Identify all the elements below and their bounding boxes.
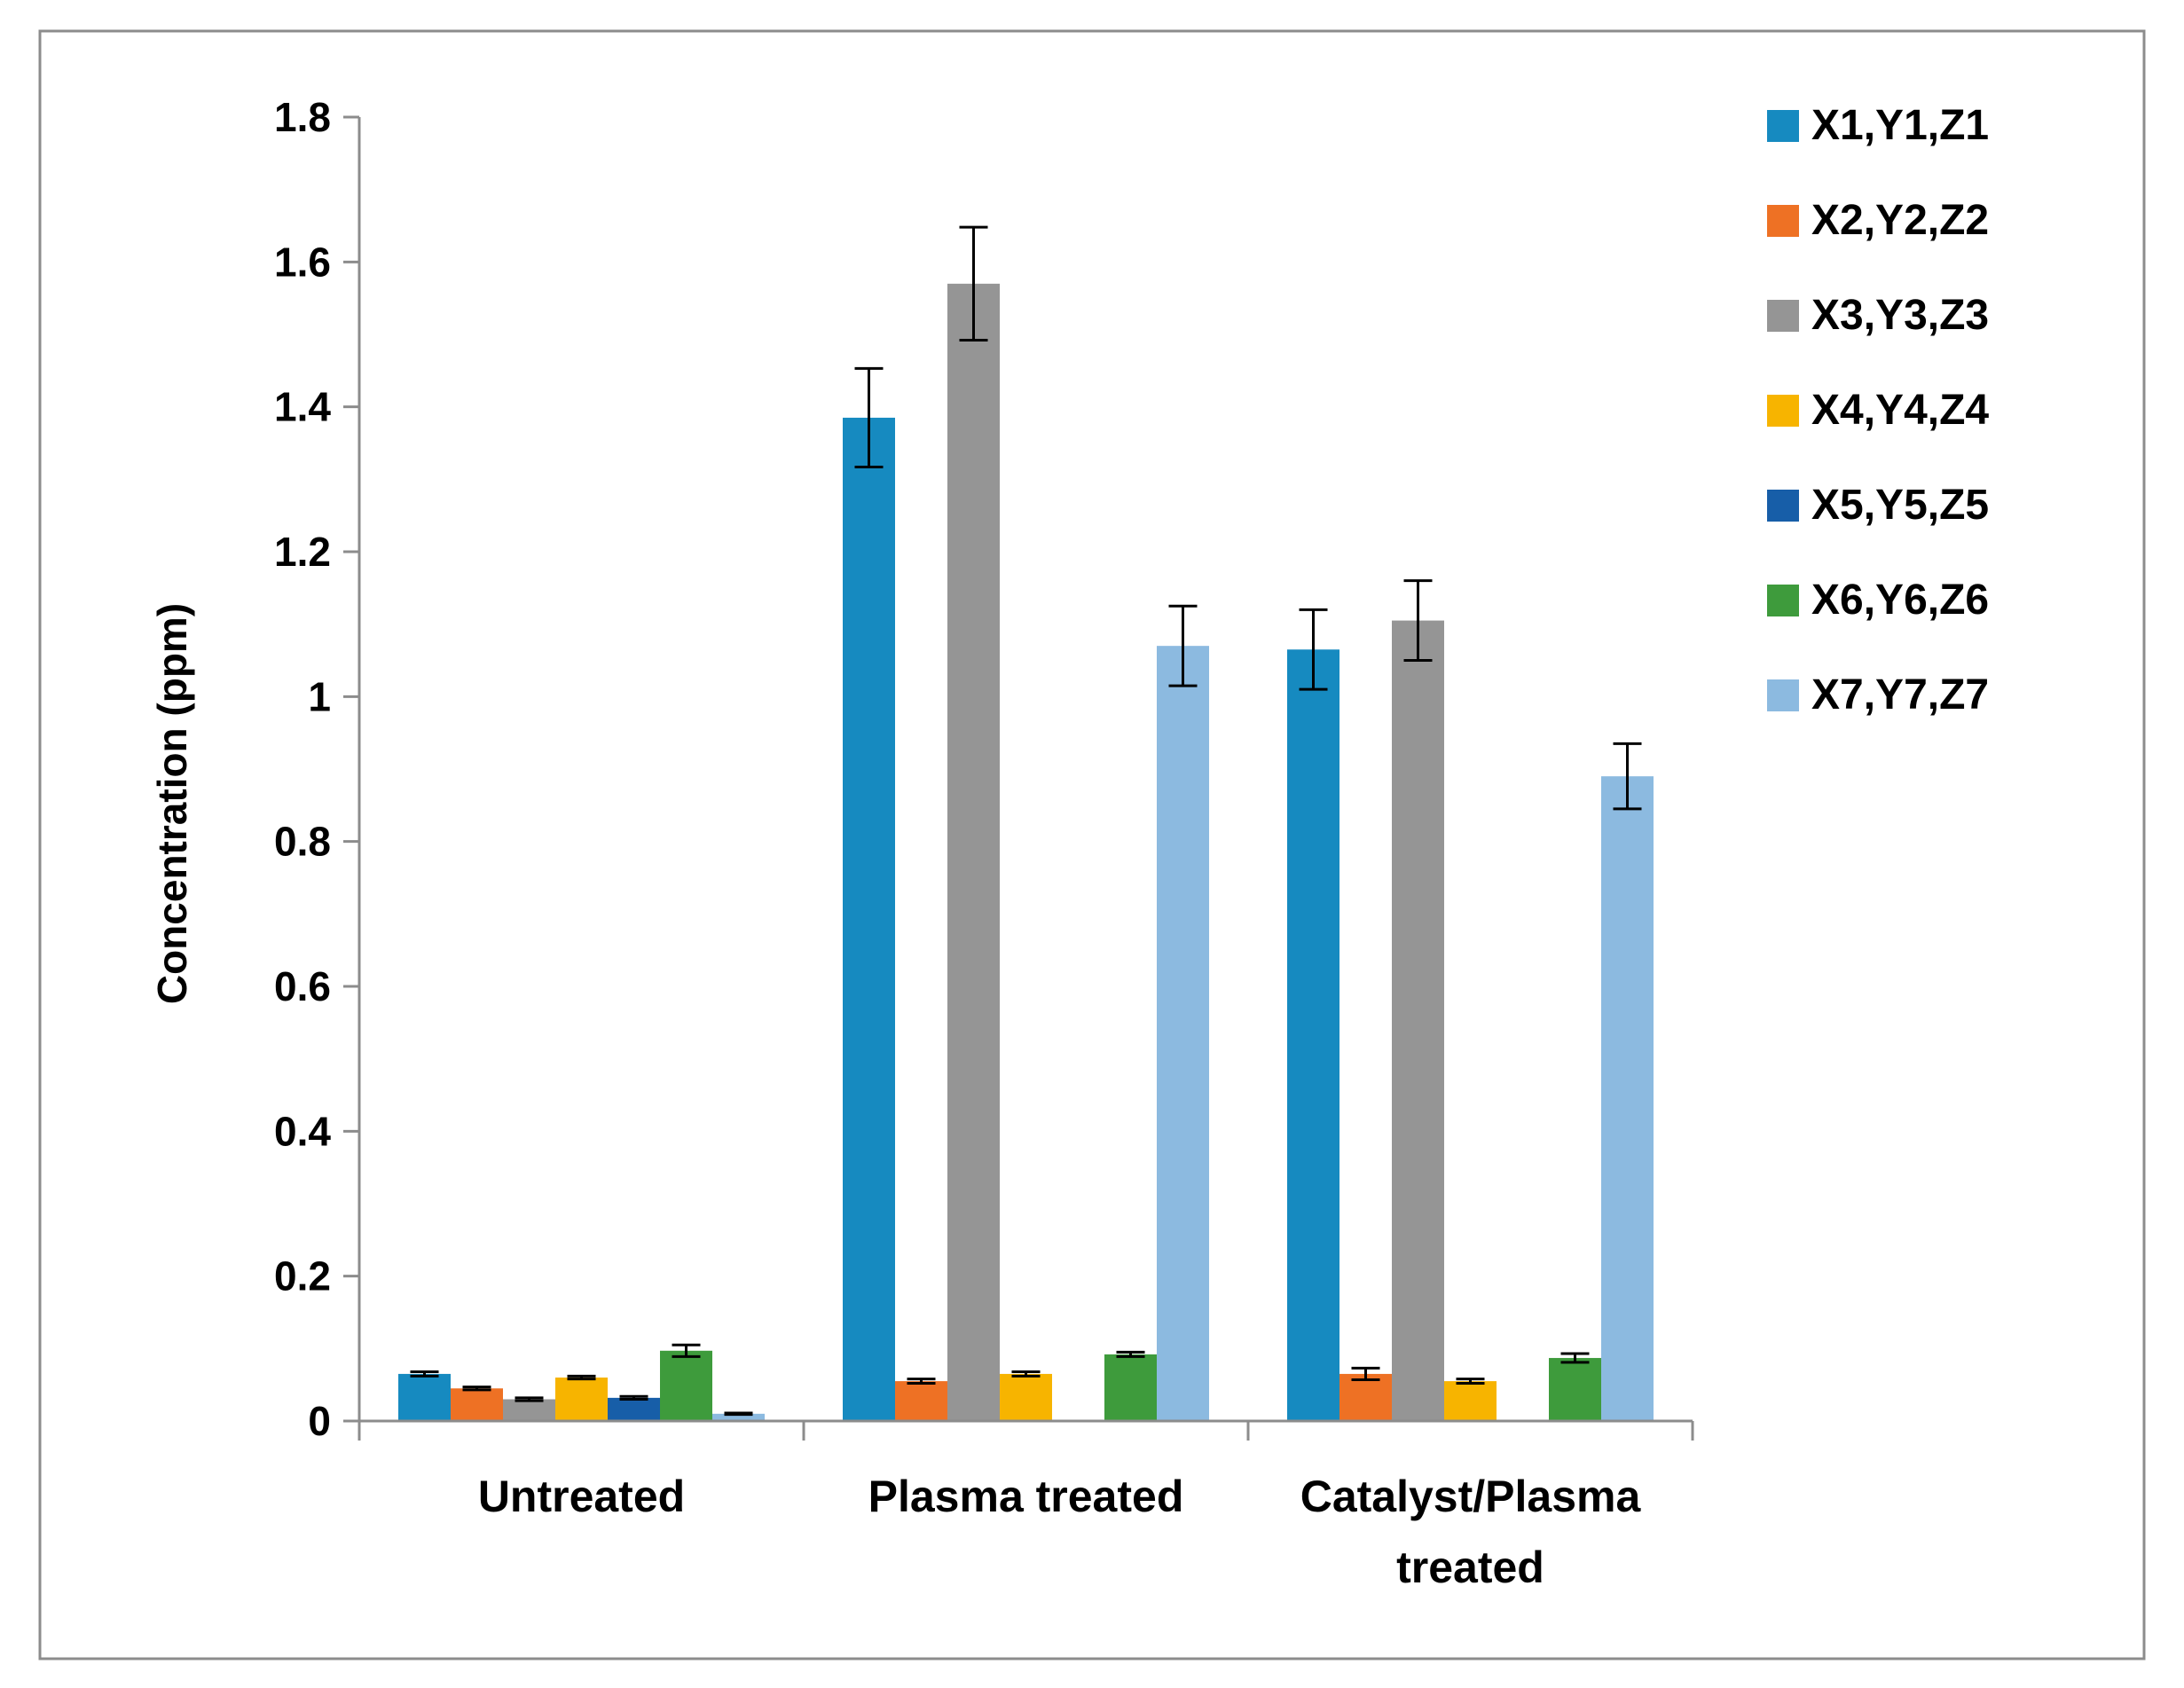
error-bar — [1351, 1366, 1380, 1381]
error-bar — [1116, 1350, 1145, 1358]
error-bar — [724, 1411, 753, 1417]
legend-swatch — [1767, 585, 1799, 616]
error-bar — [1613, 742, 1642, 811]
bar-x6-y6-z6-0 — [660, 1350, 712, 1421]
bars — [398, 283, 1654, 1422]
x-category-label: Untreated — [478, 1472, 685, 1521]
x-category-label: treated — [1396, 1543, 1544, 1592]
legend-swatch — [1767, 679, 1799, 711]
legend-item: X3,Y3,Z3 — [1767, 292, 1989, 339]
bar-x2-y2-z2-0 — [451, 1388, 503, 1421]
x-category-label: Plasma treated — [868, 1472, 1184, 1521]
bar-x3-y3-z3-1 — [947, 283, 1000, 1421]
error-bar — [619, 1394, 648, 1401]
legend-label: X2,Y2,Z2 — [1811, 197, 1989, 244]
bar-x3-y3-z3-0 — [503, 1399, 555, 1421]
error-bar — [854, 366, 884, 468]
error-bar — [1456, 1378, 1485, 1386]
y-tick-label: 0.4 — [274, 1108, 331, 1154]
error-bar — [462, 1386, 491, 1392]
bar-x6-y6-z6-1 — [1104, 1354, 1157, 1421]
bar-x2-y2-z2-1 — [895, 1381, 947, 1421]
legend-item: X6,Y6,Z6 — [1767, 577, 1989, 624]
error-bars — [410, 225, 1642, 1417]
bar-x4-y4-z4-2 — [1444, 1381, 1497, 1421]
y-tick-label: 1.4 — [274, 384, 331, 430]
legend-label: X7,Y7,Z7 — [1811, 671, 1989, 718]
legend-swatch — [1767, 300, 1799, 332]
y-tick-label: 1 — [308, 673, 331, 719]
legend-item: X4,Y4,Z4 — [1767, 387, 1989, 434]
error-bar — [959, 225, 988, 342]
bar-x1-y1-z1-2 — [1287, 649, 1339, 1421]
legend-swatch — [1767, 395, 1799, 427]
y-tick-label: 0 — [308, 1398, 331, 1444]
y-tick-label: 1.2 — [274, 529, 331, 575]
y-tick-label: 1.8 — [274, 94, 331, 140]
legend-label: X4,Y4,Z4 — [1811, 387, 1989, 434]
x-category-label: Catalyst/Plasma — [1300, 1472, 1642, 1521]
error-bar — [515, 1396, 544, 1402]
legend-label: X3,Y3,Z3 — [1811, 292, 1989, 339]
legend-label: X5,Y5,Z5 — [1811, 482, 1989, 529]
bar-x2-y2-z2-2 — [1339, 1373, 1392, 1421]
error-bar — [567, 1374, 596, 1381]
legend-item: X1,Y1,Z1 — [1767, 102, 1989, 149]
error-bar — [1560, 1352, 1590, 1364]
bar-x7-y7-z7-1 — [1157, 646, 1209, 1421]
y-tick-label: 0.2 — [274, 1253, 331, 1299]
error-bar — [1168, 604, 1198, 687]
x-axis-labels: Untreated Plasma treated Catalyst/Plasma tr… — [478, 1472, 1642, 1592]
legend-swatch — [1767, 205, 1799, 237]
axes — [357, 117, 1694, 1441]
legend-label: X1,Y1,Z1 — [1811, 102, 1989, 149]
legend-item: X2,Y2,Z2 — [1767, 197, 1989, 244]
error-bar — [1299, 608, 1328, 691]
bar-x3-y3-z3-2 — [1392, 620, 1444, 1421]
error-bar — [1403, 579, 1433, 662]
y-tick-label: 1.6 — [274, 239, 331, 285]
legend-item: X7,Y7,Z7 — [1767, 671, 1989, 718]
bar-x6-y6-z6-2 — [1549, 1357, 1601, 1421]
bar-x1-y1-z1-1 — [843, 417, 895, 1422]
legend-label: X6,Y6,Z6 — [1811, 577, 1989, 624]
y-axis-title: Concentration (ppm) — [149, 603, 195, 1004]
error-bar — [1011, 1370, 1041, 1378]
y-tick-label: 0.8 — [274, 819, 331, 865]
error-bar — [410, 1370, 439, 1378]
legend: X1,Y1,Z1 X2,Y2,Z2 X3,Y3,Z3 X4,Y4,Z4 X5,Y5,Z5… — [1767, 102, 1989, 718]
bar-x1-y1-z1-0 — [398, 1373, 451, 1421]
bar-x7-y7-z7-2 — [1601, 776, 1654, 1421]
y-tick-label: 0.6 — [274, 963, 331, 1009]
legend-item: X5,Y5,Z5 — [1767, 482, 1989, 529]
bar-x5-y5-z5-0 — [608, 1397, 660, 1421]
error-bar — [907, 1378, 936, 1386]
legend-swatch — [1767, 110, 1799, 142]
error-bar — [672, 1343, 701, 1358]
bar-x4-y4-z4-1 — [1000, 1373, 1052, 1421]
bar-x7-y7-z7-0 — [712, 1413, 765, 1421]
legend-swatch — [1767, 490, 1799, 522]
y-axis-ticks: 0 0.2 0.4 0.6 0.8 1 1.2 1.4 1.6 1.8 — [274, 94, 359, 1444]
chart-border — [38, 29, 2146, 1661]
bar-x4-y4-z4-0 — [555, 1378, 608, 1421]
